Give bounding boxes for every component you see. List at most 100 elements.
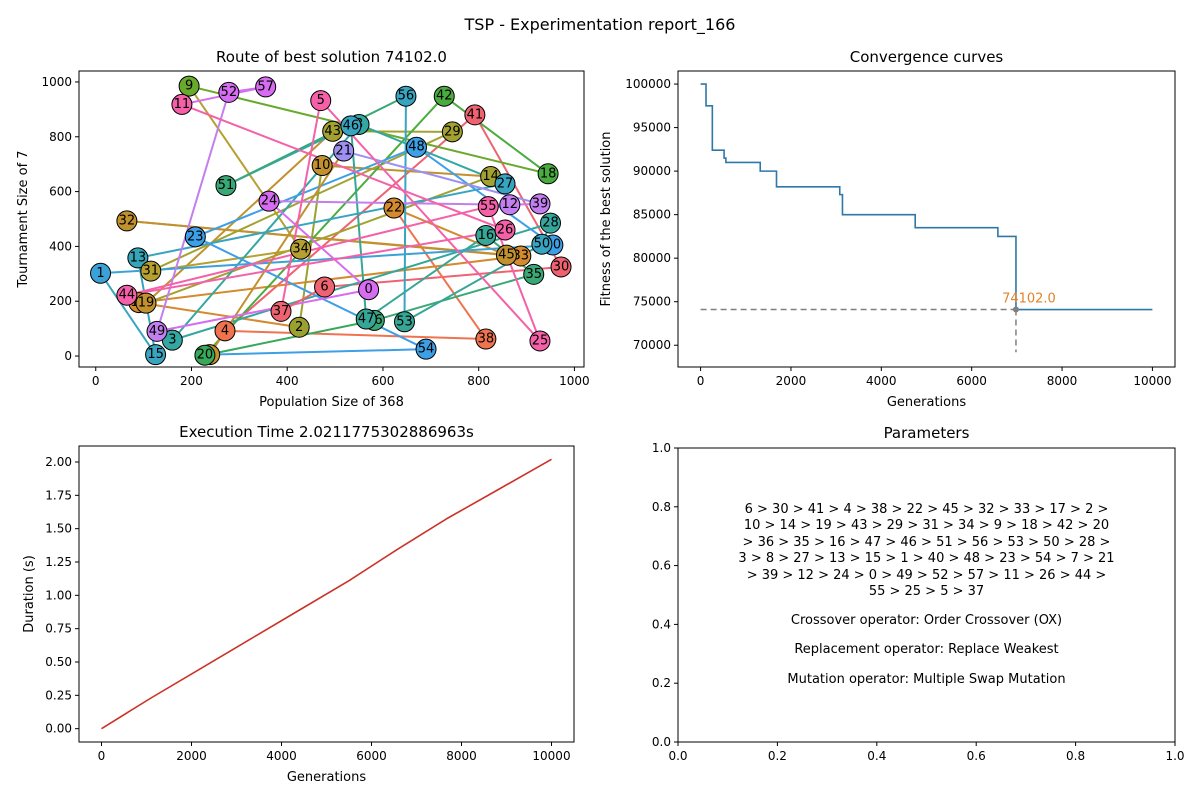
city-label-57: 57 [257, 79, 274, 94]
time-ytick-label: 0.25 [45, 688, 72, 702]
convergence-panel: 0 2000 4000 6000 8000 10000 70000 75000 80000 850… [599, 48, 1176, 410]
route-line-5: > 39 > 12 > 24 > 0 > 49 > 52 > 57 > 11 >… [747, 568, 1107, 583]
route-edge-0-49 [156, 288, 369, 333]
route-ytick-label: 600 [49, 185, 72, 199]
city-label-35: 35 [525, 267, 542, 282]
city-node-10 [311, 155, 333, 177]
city-label-20: 20 [197, 348, 214, 363]
route-xlabel: Population Size of 368 [259, 395, 404, 410]
city-node-20 [194, 344, 216, 366]
city-node-32 [116, 210, 138, 232]
route-xtick-label: 1000 [559, 374, 590, 388]
city-label-26: 26 [497, 222, 514, 237]
city-label-27: 27 [497, 176, 514, 191]
execution-time-panel: 0 2000 4000 6000 8000 10000 0.00 0.25 0.50 0.75 1.… [22, 423, 575, 785]
convergence-xtick-label: 0 [697, 374, 705, 388]
replacement-label: Replacement operator: Replace Weakest [794, 642, 1058, 657]
city-label-43: 43 [324, 124, 341, 139]
convergence-ytick-label: 100000 [625, 77, 671, 91]
time-ytick-label: 1.00 [45, 588, 72, 602]
city-node-51 [215, 175, 237, 197]
city-label-44: 44 [119, 288, 136, 303]
route-ylabel: Tournament Size of 7 [16, 150, 31, 288]
city-node-25 [529, 330, 551, 352]
parameters-xtick-label: 0.8 [1066, 749, 1085, 763]
route-xtick-label: 600 [372, 374, 395, 388]
city-label-33: 33 [513, 249, 530, 264]
city-node-30 [550, 256, 572, 278]
convergence-ytick-label: 95000 [633, 121, 671, 135]
route-ytick-label: 200 [49, 294, 72, 308]
time-xtick-label: 2000 [176, 749, 207, 763]
city-label-12: 12 [502, 197, 519, 212]
city-label-1: 1 [96, 266, 104, 281]
convergence-xtick-label: 2000 [776, 374, 807, 388]
city-node-18 [537, 163, 559, 185]
best-point-marker [1012, 306, 1019, 313]
city-label-42: 42 [436, 89, 453, 104]
time-ylabel: Duration (s) [22, 555, 37, 633]
city-node-39 [529, 193, 551, 215]
city-label-18: 18 [540, 166, 557, 181]
city-node-56 [395, 85, 417, 107]
city-label-24: 24 [261, 194, 278, 209]
route-edge-23-54 [194, 235, 427, 351]
city-label-9: 9 [185, 79, 193, 94]
route-edge-26-44 [126, 228, 506, 297]
route-edge-24-0 [268, 200, 370, 291]
city-label-41: 41 [467, 107, 484, 122]
time-ytick-label: 0.00 [45, 722, 72, 736]
city-label-25: 25 [532, 333, 549, 348]
time-ytick-label: 1.25 [45, 555, 72, 569]
city-node-23 [184, 226, 206, 248]
city-label-29: 29 [444, 124, 461, 139]
route-edge-11-26 [181, 103, 506, 231]
parameters-ytick-label: 1.0 [652, 441, 671, 455]
city-label-47: 47 [358, 312, 375, 327]
route-line-1: 6 > 30 > 41 > 4 > 38 > 22 > 45 > 32 > 33… [745, 502, 1109, 517]
time-xtick-label: 0 [98, 749, 106, 763]
city-node-38 [475, 328, 497, 350]
city-label-54: 54 [418, 342, 435, 357]
time-ytick-label: 1.75 [45, 488, 72, 502]
city-node-45 [495, 244, 517, 266]
city-node-19 [135, 292, 157, 314]
city-node-0 [358, 279, 380, 301]
convergence-ytick-label: 90000 [633, 164, 671, 178]
city-node-37 [270, 300, 292, 322]
route-ytick-label: 800 [49, 130, 72, 144]
route-edge-54-7 [209, 348, 427, 356]
route-edge-38-22 [393, 207, 487, 340]
city-label-22: 22 [386, 201, 403, 216]
parameters-ticks: 0.0 0.2 0.4 0.6 0.8 1.0 0.0 0.2 0.4 0.6 0.8 1.0 [652, 441, 1185, 763]
convergence-title: Convergence curves [850, 48, 1004, 66]
city-node-42 [433, 85, 455, 107]
city-label-16: 16 [478, 228, 495, 243]
city-label-31: 31 [143, 264, 160, 279]
city-label-5: 5 [317, 93, 325, 108]
city-label-13: 13 [130, 250, 147, 265]
city-node-6 [314, 276, 336, 298]
convergence-series-0 [700, 83, 1153, 311]
parameters-frame [677, 447, 1176, 743]
route-xtick-label: 0 [92, 374, 100, 388]
city-label-2: 2 [295, 320, 303, 335]
convergence-xtick-label: 10000 [1133, 374, 1171, 388]
city-node-4 [214, 320, 236, 342]
convergence-ytick-label: 85000 [633, 208, 671, 222]
city-label-50: 50 [534, 237, 551, 252]
city-label-0: 0 [364, 282, 372, 297]
parameters-xtick-label: 0.4 [867, 749, 886, 763]
city-node-47 [355, 308, 377, 330]
convergence-frame [677, 70, 1176, 368]
route-edge-17-2 [138, 301, 300, 329]
city-label-51: 51 [218, 178, 235, 193]
route-xtick-label: 800 [467, 374, 490, 388]
convergence-xtick-label: 6000 [956, 374, 987, 388]
city-label-48: 48 [408, 140, 425, 155]
city-node-44 [116, 284, 138, 306]
city-node-16 [475, 224, 497, 246]
city-node-11 [171, 93, 193, 115]
time-ytick-label: 0.50 [45, 655, 72, 669]
city-label-23: 23 [187, 229, 204, 244]
